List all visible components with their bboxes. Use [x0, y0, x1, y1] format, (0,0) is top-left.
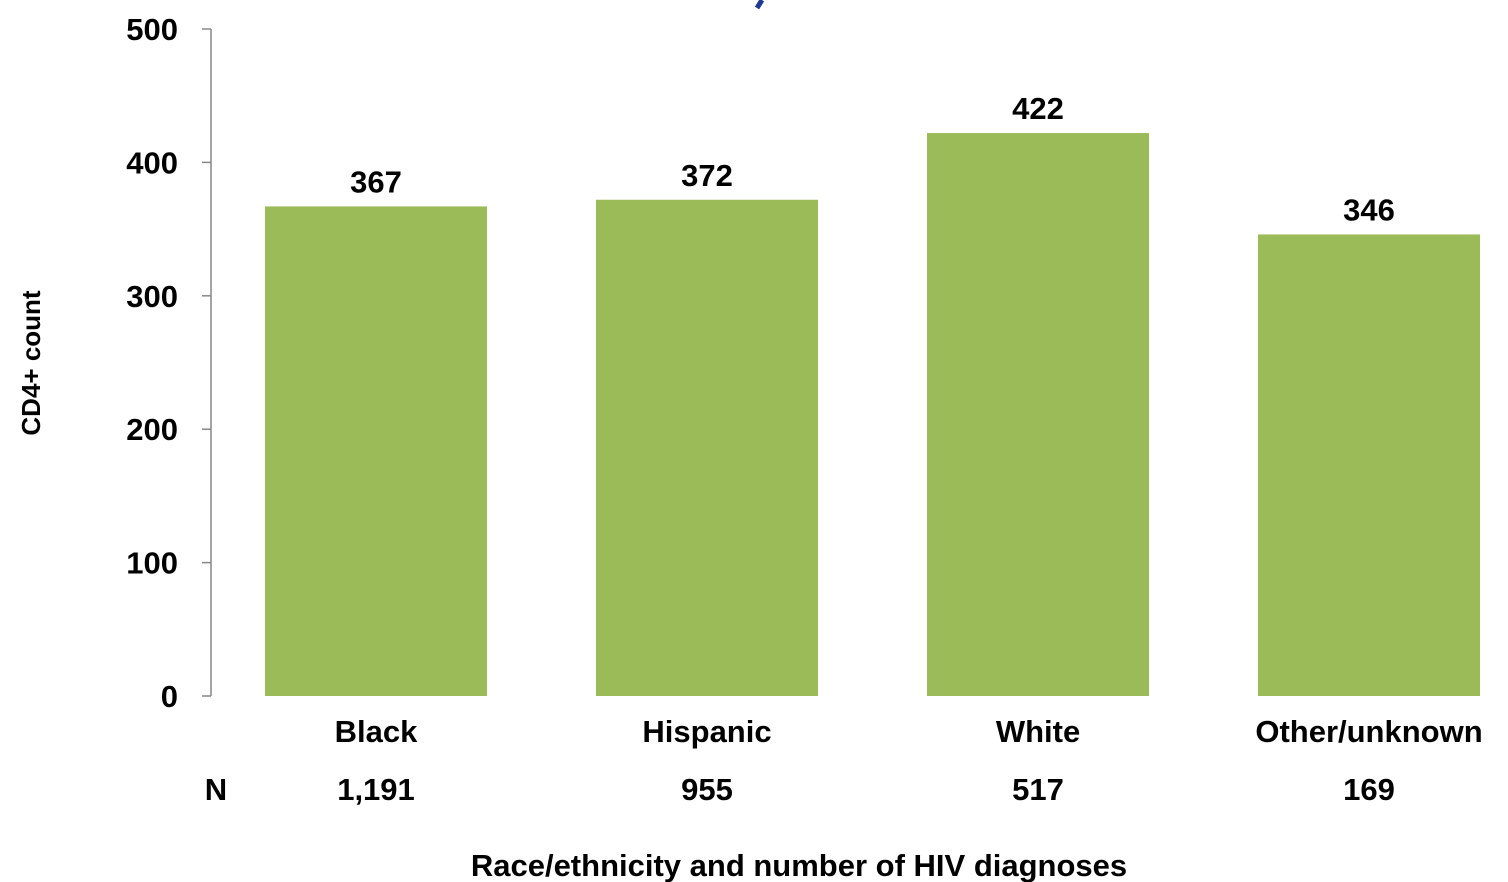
data-label: 346 [1343, 192, 1395, 227]
n-row: N 1,191 955 517 169 [205, 772, 1395, 807]
y-tick-label: 100 [126, 546, 178, 581]
bars [265, 133, 1480, 696]
y-tick-label: 0 [161, 679, 178, 714]
y-axis: 0 100 200 300 400 500 [126, 12, 212, 714]
bar [927, 133, 1149, 696]
n-value: 955 [681, 772, 733, 807]
category-label: Other/unknown [1255, 714, 1482, 749]
y-tick-label: 200 [126, 412, 178, 447]
y-tick-label: 500 [126, 12, 178, 47]
category-labels: Black Hispanic White Other/unknown [335, 714, 1483, 749]
x-axis-title: Race/ethnicity and number of HIV diagnos… [471, 848, 1127, 882]
category-label: Black [335, 714, 418, 749]
bar [596, 199, 818, 696]
n-label: N [205, 772, 227, 807]
data-labels: 367 372 422 346 [350, 91, 1395, 227]
n-value: 1,191 [337, 772, 415, 807]
n-value: 517 [1012, 772, 1064, 807]
category-label: Hispanic [642, 714, 771, 749]
n-value: 169 [1343, 772, 1395, 807]
data-label: 372 [681, 158, 733, 193]
y-tick-label: 400 [126, 145, 178, 180]
cropped-title-fragment [754, 0, 765, 10]
bar [265, 206, 487, 696]
category-label: White [996, 714, 1080, 749]
data-label: 422 [1012, 91, 1064, 126]
data-label: 367 [350, 164, 402, 199]
y-tick-label: 300 [126, 279, 178, 314]
bar [1258, 234, 1480, 696]
y-axis-title: CD4+ count [16, 290, 46, 436]
